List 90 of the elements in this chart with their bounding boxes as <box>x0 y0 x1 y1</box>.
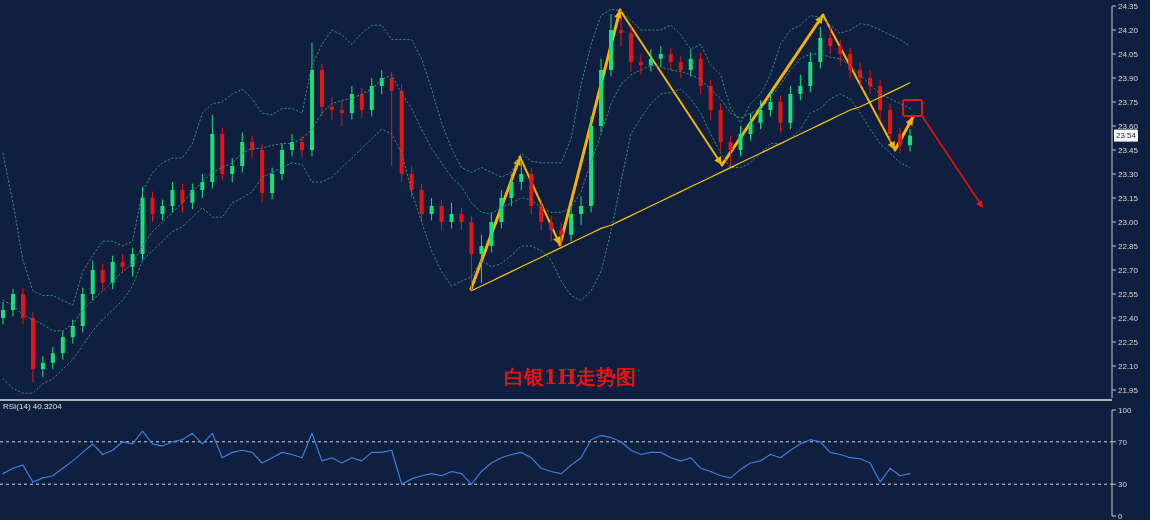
candlestick <box>1 301 5 325</box>
candlestick <box>170 181 175 213</box>
candlestick <box>648 48 653 73</box>
y-tick-label: 30 <box>1118 480 1128 489</box>
candlestick <box>798 74 803 101</box>
y-tick-label: 23.45 <box>1118 145 1139 155</box>
candlestick <box>479 234 484 284</box>
candlestick <box>768 90 773 117</box>
y-tick-label: 23.75 <box>1118 97 1139 107</box>
candlestick <box>349 85 354 121</box>
candlestick <box>110 255 115 290</box>
candlestick <box>329 96 334 121</box>
candlestick <box>539 199 544 231</box>
candlestick <box>300 135 305 159</box>
line-series <box>470 82 911 292</box>
y-tick-label: 22.85 <box>1118 241 1139 251</box>
candlestick <box>339 99 344 127</box>
candlestick <box>429 197 434 221</box>
candlestick <box>908 128 912 153</box>
candlestick <box>70 319 75 345</box>
y-tick-label: 22.70 <box>1118 265 1139 275</box>
candlestick <box>658 45 663 68</box>
candlestick <box>60 330 65 361</box>
candlestick <box>100 263 105 292</box>
candlestick <box>359 87 364 119</box>
line-series <box>2 88 911 394</box>
y-tick-label: 23.60 <box>1118 121 1139 131</box>
candlestick <box>489 211 494 253</box>
candlestick <box>130 247 135 277</box>
candlestick <box>180 183 185 213</box>
candlestick <box>150 191 155 223</box>
candlestick <box>549 215 554 242</box>
y-tick-label: 21.95 <box>1118 385 1139 395</box>
y-tick-label: 22.40 <box>1118 313 1139 323</box>
candlestick <box>409 165 414 199</box>
y-tick-label: 24.05 <box>1118 49 1139 59</box>
candlestick <box>838 39 843 66</box>
candlestick <box>50 346 55 370</box>
candlestick <box>419 183 424 223</box>
candlestick <box>828 26 833 55</box>
candlestick <box>668 47 673 71</box>
candlestick <box>200 173 205 199</box>
y-tick-label: 100 <box>1118 405 1132 415</box>
candlestick <box>728 135 733 169</box>
candlestick <box>240 131 245 173</box>
candlestick <box>40 355 45 378</box>
candlestick <box>708 79 713 121</box>
candlestick <box>10 288 15 317</box>
candlestick <box>449 202 454 229</box>
y-tick-label: 22.10 <box>1118 361 1139 371</box>
line-series <box>2 430 911 485</box>
candlestick <box>499 189 504 229</box>
text: 23.54 <box>1116 131 1137 141</box>
candlestick <box>519 160 524 191</box>
y-tick-label: 23.15 <box>1118 193 1139 203</box>
candlestick <box>90 259 95 301</box>
candlestick <box>848 47 853 79</box>
candlestick <box>290 133 295 157</box>
candlestick <box>509 173 514 207</box>
y-tick-label: 22.55 <box>1118 289 1139 299</box>
candlestick <box>160 199 165 221</box>
candlestick <box>638 53 643 76</box>
candlestick <box>678 55 683 79</box>
candlestick <box>270 167 275 201</box>
y-tick-label: 70 <box>1118 437 1128 447</box>
chart-title: RSI(14) 40.3204 <box>3 401 63 411</box>
candlestick <box>190 183 195 210</box>
candlestick <box>808 51 813 93</box>
candlestick <box>389 71 394 167</box>
text: 白银1H走势图 <box>503 365 637 389</box>
y-tick-label: 22.25 <box>1118 337 1139 347</box>
candlestick <box>20 287 25 325</box>
candlestick <box>459 207 464 231</box>
candlestick <box>778 95 783 133</box>
candlestick <box>818 26 823 69</box>
candlestick <box>280 143 285 181</box>
candlestick <box>439 199 444 231</box>
candlestick <box>748 112 753 141</box>
y-tick-label: 23.90 <box>1118 73 1139 83</box>
candlestick <box>369 77 374 117</box>
candlestick <box>688 48 693 77</box>
candlestick <box>230 157 235 183</box>
candlestick <box>738 125 743 157</box>
y-tick-label: 0 <box>1118 511 1123 521</box>
candlestick <box>758 99 763 130</box>
y-tick-label: 23.00 <box>1118 217 1139 227</box>
y-tick-label: 24.20 <box>1118 25 1139 35</box>
candlestick <box>898 127 903 154</box>
y-tick-label: 23.30 <box>1118 169 1139 179</box>
y-tick-label: 24.35 <box>1118 1 1139 11</box>
